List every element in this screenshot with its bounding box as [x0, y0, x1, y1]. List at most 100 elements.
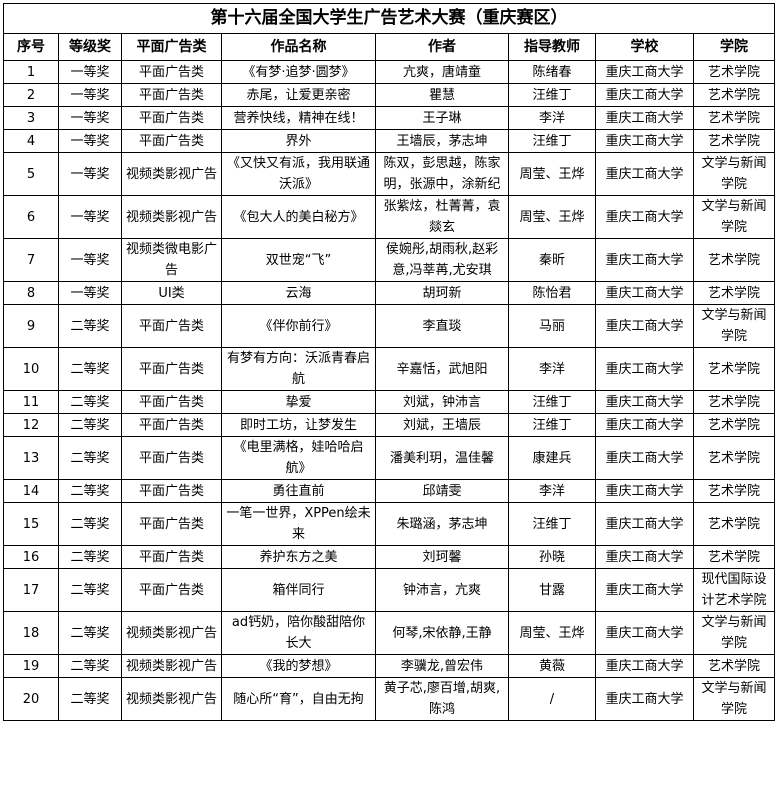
cell-category: 平面广告类: [121, 129, 222, 153]
cell-advisor: 李洋: [508, 479, 596, 503]
cell-advisor: 秦昕: [508, 238, 596, 282]
cell-category: 视频类影视广告: [121, 195, 222, 239]
cell-college: 文学与新闻学院: [693, 152, 775, 196]
cell-work-title: 云海: [221, 281, 376, 305]
cell-work-title: 随心所“育”，自由无拘: [221, 677, 376, 721]
cell-college: 艺术学院: [693, 413, 775, 437]
cell-school: 重庆工商大学: [595, 568, 694, 612]
cell-school: 重庆工商大学: [595, 545, 694, 569]
cell-school: 重庆工商大学: [595, 83, 694, 107]
cell-authors: 胡珂新: [375, 281, 509, 305]
cell-college: 艺术学院: [693, 502, 775, 546]
cell-award-level: 二等奖: [58, 304, 122, 348]
cell-school: 重庆工商大学: [595, 60, 694, 84]
cell-college: 艺术学院: [693, 347, 775, 391]
cell-school: 重庆工商大学: [595, 611, 694, 655]
cell-award-level: 一等奖: [58, 195, 122, 239]
column-header-index: 序号: [3, 33, 59, 61]
cell-authors: 刘斌，王墙辰: [375, 413, 509, 437]
cell-advisor: 黄薇: [508, 654, 596, 678]
cell-college: 艺术学院: [693, 106, 775, 130]
cell-college: 艺术学院: [693, 238, 775, 282]
cell-school: 重庆工商大学: [595, 152, 694, 196]
cell-school: 重庆工商大学: [595, 129, 694, 153]
cell-advisor: 马丽: [508, 304, 596, 348]
cell-authors: 钟沛言，亢爽: [375, 568, 509, 612]
cell-index: 15: [3, 502, 59, 546]
table-row: 7 一等奖 视频类微电影广告 双世宠“飞” 侯婉彤,胡雨秋,赵彩意,冯莘苒,尤安琪 秦昕重…: [3, 238, 775, 282]
cell-award-level: 二等奖: [58, 568, 122, 612]
cell-work-title: 《又快又有派，我用联通沃派》: [221, 152, 376, 196]
cell-college: 艺术学院: [693, 479, 775, 503]
cell-award-level: 一等奖: [58, 129, 122, 153]
cell-index: 2: [3, 83, 59, 107]
cell-advisor: /: [508, 677, 596, 721]
cell-award-level: 二等奖: [58, 611, 122, 655]
cell-award-level: 二等奖: [58, 479, 122, 503]
cell-index: 11: [3, 390, 59, 414]
cell-advisor: 汪维丁: [508, 502, 596, 546]
cell-award-level: 二等奖: [58, 347, 122, 391]
table-row: 14 二等奖 平面广告类 勇往直前 邱靖雯 李洋 重庆工商大学 艺术学院: [3, 479, 775, 503]
table-title: 第十六届全国大学生广告艺术大赛（重庆赛区）: [3, 3, 775, 34]
cell-authors: 王墙辰，茅志坤: [375, 129, 509, 153]
cell-authors: 朱璐涵，茅志坤: [375, 502, 509, 546]
cell-work-title: 一笔一世界，XPPen绘未来: [221, 502, 376, 546]
cell-advisor: 李洋: [508, 347, 596, 391]
header-row: 序号 等级奖 平面广告类 作品名称 作者 指导教师 学校 学院: [3, 33, 775, 61]
cell-school: 重庆工商大学: [595, 281, 694, 305]
cell-index: 1: [3, 60, 59, 84]
cell-index: 10: [3, 347, 59, 391]
cell-index: 16: [3, 545, 59, 569]
cell-work-title: 《电里满格，娃哈哈启航》: [221, 436, 376, 480]
cell-authors: 刘珂馨: [375, 545, 509, 569]
column-header-college: 学院: [693, 33, 775, 61]
table-row: 18 二等奖 视频类影视广告 ad钙奶，陪你酸甜陪你长大 何琴,宋依静,王静 周莹、王烨重…: [3, 611, 775, 655]
cell-work-title: 《包大人的美白秘方》: [221, 195, 376, 239]
cell-award-level: 一等奖: [58, 83, 122, 107]
cell-authors: 张紫炫，杜菁菁，袁燚玄: [375, 195, 509, 239]
cell-college: 文学与新闻学院: [693, 195, 775, 239]
cell-category: 视频类影视广告: [121, 611, 222, 655]
cell-award-level: 一等奖: [58, 238, 122, 282]
cell-category: 平面广告类: [121, 479, 222, 503]
cell-college: 艺术学院: [693, 545, 775, 569]
cell-index: 8: [3, 281, 59, 305]
table-row: 16 二等奖 平面广告类 养护东方之美 刘珂馨 孙晓 重庆工商大学 艺术学院: [3, 545, 775, 569]
cell-school: 重庆工商大学: [595, 436, 694, 480]
table-row: 12 二等奖 平面广告类 即时工坊，让梦发生 刘斌，王墙辰 汪维丁 重庆工商大学 艺术学院: [3, 413, 775, 437]
table-row: 17 二等奖 平面广告类 箱伴同行 钟沛言，亢爽 甘露 重庆工商大学 现代国际设计艺术学院: [3, 568, 775, 612]
cell-category: UI类: [121, 281, 222, 305]
cell-school: 重庆工商大学: [595, 238, 694, 282]
cell-school: 重庆工商大学: [595, 654, 694, 678]
cell-category: 视频类微电影广告: [121, 238, 222, 282]
cell-authors: 邱靖雯: [375, 479, 509, 503]
cell-authors: 瞿慧: [375, 83, 509, 107]
cell-authors: 亢爽，唐靖童: [375, 60, 509, 84]
cell-authors: 侯婉彤,胡雨秋,赵彩意,冯莘苒,尤安琪: [375, 238, 509, 282]
cell-college: 艺术学院: [693, 390, 775, 414]
cell-work-title: 《有梦·追梦·圆梦》: [221, 60, 376, 84]
cell-work-title: 勇往直前: [221, 479, 376, 503]
cell-award-level: 二等奖: [58, 413, 122, 437]
cell-advisor: 汪维丁: [508, 129, 596, 153]
cell-category: 视频类影视广告: [121, 152, 222, 196]
awards-table: 第十六届全国大学生广告艺术大赛（重庆赛区） 序号 等级奖 平面广告类 作品名称 作者 指导…: [3, 3, 775, 721]
cell-category: 平面广告类: [121, 83, 222, 107]
cell-school: 重庆工商大学: [595, 347, 694, 391]
cell-authors: 何琴,宋依静,王静: [375, 611, 509, 655]
cell-college: 文学与新闻学院: [693, 304, 775, 348]
cell-work-title: 界外: [221, 129, 376, 153]
cell-work-title: 双世宠“飞”: [221, 238, 376, 282]
cell-advisor: 陈绪春: [508, 60, 596, 84]
cell-index: 18: [3, 611, 59, 655]
cell-award-level: 一等奖: [58, 60, 122, 84]
cell-advisor: 汪维丁: [508, 390, 596, 414]
cell-college: 文学与新闻学院: [693, 677, 775, 721]
cell-authors: 李骥龙,曾宏伟: [375, 654, 509, 678]
cell-work-title: ad钙奶，陪你酸甜陪你长大: [221, 611, 376, 655]
table-row: 5 一等奖 视频类影视广告 《又快又有派，我用联通沃派》 陈双，彭思越，陈家明，张源中，…: [3, 152, 775, 196]
cell-category: 平面广告类: [121, 347, 222, 391]
cell-category: 平面广告类: [121, 106, 222, 130]
cell-category: 视频类影视广告: [121, 654, 222, 678]
